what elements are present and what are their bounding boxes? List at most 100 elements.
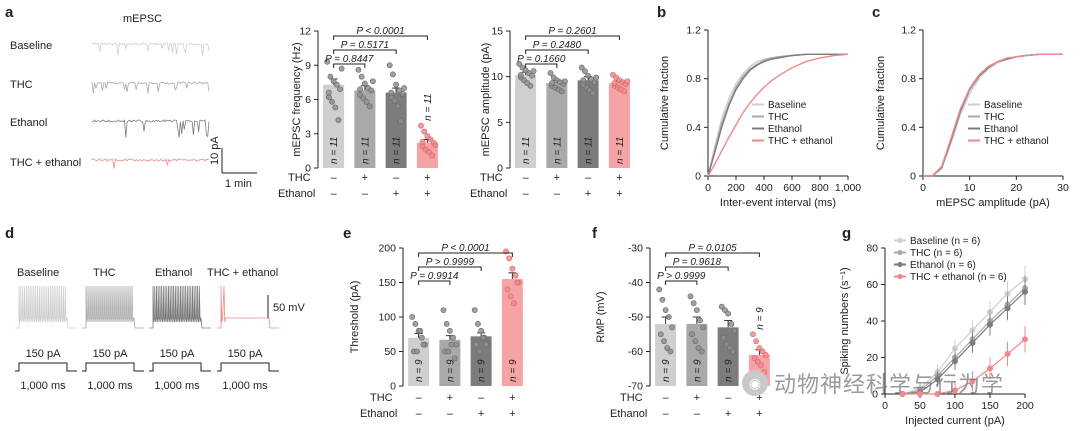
comparison-bracket xyxy=(418,252,513,257)
data-point xyxy=(418,122,424,129)
series-line xyxy=(707,53,849,177)
y-tick-label: 0.4 xyxy=(686,122,701,134)
thc-factor: – xyxy=(393,172,400,184)
n-label: n = 9 xyxy=(445,359,456,382)
data-point xyxy=(450,334,456,341)
spike-trace xyxy=(217,285,279,329)
bar xyxy=(323,84,345,168)
x-tick-label: 200 xyxy=(1016,400,1034,412)
data-point xyxy=(1004,350,1011,357)
y-tick-label: 60 xyxy=(866,279,878,291)
p-value: P > 0.9999 xyxy=(657,271,706,282)
d-label-thc-ethanol: THC + ethanol xyxy=(207,267,278,279)
y-tick-label: 0.8 xyxy=(686,73,701,85)
comparison-bracket xyxy=(418,266,482,271)
bar xyxy=(608,83,630,168)
panel-d-traces: Baseline THC Ethanol THC + ethanol 50 mV… xyxy=(15,267,305,392)
thc-factor: + xyxy=(616,172,622,184)
ethanol-factor: – xyxy=(416,408,423,420)
x-tick-label: 0 xyxy=(882,400,888,412)
data-point xyxy=(611,80,618,86)
data-point xyxy=(1022,336,1028,343)
x-tick-label: 400 xyxy=(755,182,773,194)
ethanol-factor: + xyxy=(509,408,515,420)
data-point xyxy=(337,86,343,93)
thc-factor: – xyxy=(478,392,485,404)
panel-label-a: a xyxy=(5,4,14,21)
data-point xyxy=(440,307,447,313)
bar xyxy=(655,323,677,386)
p-value: P > 0.9999 xyxy=(426,257,475,268)
p-value: P = 0.8447 xyxy=(325,54,374,65)
n-label: n = 9 xyxy=(692,359,703,382)
n-label: n = 9 xyxy=(477,359,488,382)
data-point xyxy=(527,82,534,89)
y-axis-label: RMP (mV) xyxy=(595,291,607,342)
data-point xyxy=(758,362,764,369)
ethanol-factor: + xyxy=(393,188,399,200)
step-protocol-line xyxy=(217,362,279,372)
data-point xyxy=(547,70,554,76)
chart-iei-cumulative: 0 0.4 0.8 1.2 0 200 400 600 800 1,000 Cumulative f… xyxy=(659,25,861,210)
thc-factor: + xyxy=(509,392,515,404)
thc-factor: – xyxy=(331,172,338,184)
data-point xyxy=(478,327,485,334)
series-line xyxy=(902,287,1026,395)
bar xyxy=(354,90,376,168)
ethanol-factor: – xyxy=(663,408,670,420)
data-point xyxy=(657,331,664,338)
thc-factor: + xyxy=(362,172,368,184)
mepsc-trace xyxy=(91,157,210,169)
x-axis-label: mEPSC amplitude (pA) xyxy=(936,197,1050,209)
comparison-bracket xyxy=(333,63,366,68)
data-point xyxy=(952,345,958,352)
ethanol-factor: – xyxy=(523,188,530,200)
chart-fi-curve: 0 20 40 60 80 0 50 100 150 200 Spiking numbers (s⁻… xyxy=(839,236,1034,427)
data-point xyxy=(1004,305,1011,312)
data-point xyxy=(363,98,370,105)
y-tick-label: 20 xyxy=(866,352,878,364)
step-protocol-group: 150 pA 1,000 ms 150 pA 1,000 ms 150 pA 1,000 … xyxy=(15,348,279,392)
n-label: n = 9 xyxy=(508,359,519,382)
data-point xyxy=(549,80,555,86)
data-point xyxy=(750,331,756,338)
legend-marker xyxy=(897,237,903,244)
y-tick-label: 0.4 xyxy=(901,122,916,134)
thc-row-label: THC xyxy=(480,172,503,184)
x-tick-label: 800 xyxy=(811,182,829,194)
bar xyxy=(385,92,407,168)
ethanol-factor: + xyxy=(616,188,622,200)
data-point xyxy=(390,71,396,78)
chart-threshold: 0 50 100 150 200 Threshold (pA) n = 9 – – n = 9 + –… xyxy=(349,243,523,420)
data-point xyxy=(504,286,511,293)
ethanol-row-label: Ethanol xyxy=(610,408,647,420)
trace-label-thc: THC xyxy=(10,79,33,91)
data-point xyxy=(969,378,976,385)
n-label: n = 11 xyxy=(423,94,434,121)
spike-trace-group xyxy=(15,285,279,329)
data-point xyxy=(418,334,425,341)
legend-label: Ethanol xyxy=(768,124,802,135)
data-point xyxy=(338,65,345,72)
data-point xyxy=(512,272,519,279)
ethanol-factor: + xyxy=(585,188,591,200)
bar xyxy=(515,74,537,168)
data-point xyxy=(453,341,460,348)
comparison-bracket xyxy=(525,63,558,68)
y-tick-label: -50 xyxy=(628,312,643,324)
data-point xyxy=(580,77,587,84)
n-label: n = 11 xyxy=(360,137,371,164)
data-point xyxy=(361,80,368,87)
chart-mepsc-amplitude: 0 5 10 15 mEPSC amplitude (pA) n = 11 – – n = 11… xyxy=(470,26,631,200)
comparison-bracket xyxy=(525,35,620,40)
data-point xyxy=(507,293,514,300)
data-point xyxy=(386,62,393,69)
x-tick-label: 20 xyxy=(1010,182,1022,194)
bar xyxy=(470,336,492,386)
y-tick-label: 80 xyxy=(866,243,878,255)
data-point xyxy=(332,104,339,111)
thc-factor: + xyxy=(694,392,700,404)
ethanol-factor: – xyxy=(331,188,338,200)
data-point xyxy=(661,338,667,345)
ethanol-row-label: Ethanol xyxy=(360,408,397,420)
